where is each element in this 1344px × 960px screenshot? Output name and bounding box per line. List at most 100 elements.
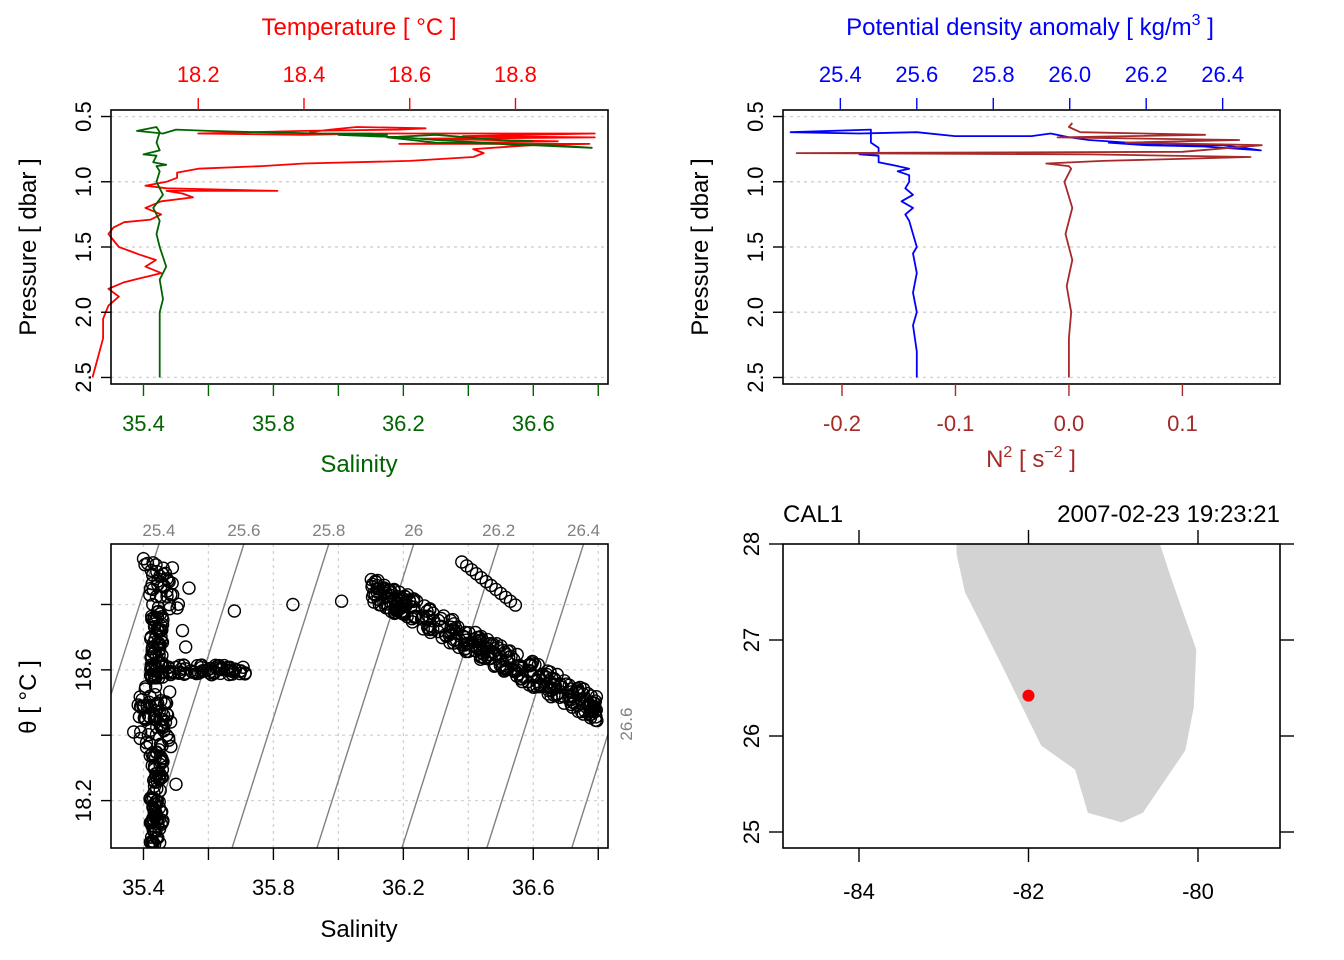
ts-point bbox=[150, 564, 164, 579]
top-axis-tick-label: 26.4 bbox=[1201, 62, 1244, 87]
ts-point bbox=[164, 739, 178, 754]
density-n2-axes: 0.5 1.0 1.5 2.0 2.5 25.4 25.6 25.8 26.0 26.2 26.4 -… bbox=[743, 62, 1244, 436]
ts-point bbox=[449, 633, 464, 647]
ts-point bbox=[522, 658, 536, 672]
ts-point bbox=[525, 654, 540, 669]
ts-point bbox=[148, 750, 163, 764]
ts-point bbox=[175, 623, 190, 638]
ts-point bbox=[156, 580, 171, 594]
pressure-tick-label: 1.5 bbox=[743, 232, 768, 263]
salinity-tick-label: 36.6 bbox=[512, 875, 555, 900]
theta-tick-label: 18.2 bbox=[71, 779, 96, 822]
ts-point bbox=[391, 590, 405, 604]
station-marker bbox=[1022, 689, 1035, 702]
ts-point bbox=[370, 579, 385, 593]
ts-point bbox=[286, 597, 300, 612]
lon-tick-label: -82 bbox=[1013, 879, 1045, 904]
ts-point bbox=[548, 678, 562, 692]
top-axis-tick-label: 25.8 bbox=[972, 62, 1015, 87]
ts-point bbox=[475, 649, 489, 664]
ts-point bbox=[151, 577, 165, 592]
bottom-axis-tick-label: 0.1 bbox=[1167, 411, 1198, 436]
ts-point bbox=[233, 664, 247, 678]
ts-point bbox=[144, 609, 159, 623]
ts-point bbox=[434, 619, 448, 633]
ts-point bbox=[145, 642, 160, 656]
ts-point bbox=[154, 805, 168, 819]
ts-point bbox=[420, 604, 434, 618]
land-polygon bbox=[956, 544, 1197, 823]
ts-point bbox=[499, 590, 513, 604]
ts-diagram-grid bbox=[111, 544, 608, 848]
ts-point bbox=[155, 617, 170, 632]
ts-point bbox=[584, 689, 598, 703]
lon-tick-label: -84 bbox=[843, 879, 875, 904]
isopycnal-label: 25.4 bbox=[142, 521, 175, 540]
top-axis-tick-label: 18.8 bbox=[494, 62, 537, 87]
bottom-axis-tick-label: 0.0 bbox=[1054, 411, 1085, 436]
density-n2-panel: 0.5 1.0 1.5 2.0 2.5 25.4 25.6 25.8 26.0 26.2 26.4 -… bbox=[687, 12, 1281, 473]
ts-point bbox=[143, 689, 157, 703]
n2-axis-title: N2 [ s−2 ] bbox=[986, 444, 1076, 473]
isopycnal-line bbox=[111, 544, 160, 697]
isopycnal-line bbox=[486, 544, 585, 848]
ts-point bbox=[512, 659, 526, 673]
ts-point bbox=[438, 628, 453, 642]
station-time: 2007-02-23 19:23:21 bbox=[1057, 501, 1280, 528]
ts-point bbox=[159, 728, 174, 742]
ts-point bbox=[154, 704, 169, 718]
ts-diagram-panel: 35.4 35.8 36.2 36.6 18.2 18.6 25.4 25.6 25.8 26 26… bbox=[15, 521, 636, 943]
pressure-tick-label: 1.0 bbox=[71, 166, 96, 197]
ts-point bbox=[133, 725, 148, 739]
ts-point bbox=[150, 696, 165, 711]
top-axis-tick-label: 18.2 bbox=[177, 62, 220, 87]
n2-axis-title-unit: [ s bbox=[1012, 446, 1044, 473]
ts-point bbox=[489, 582, 503, 597]
bottom-axis-tick-label: 35.8 bbox=[252, 411, 295, 436]
ts-point bbox=[475, 646, 489, 660]
bottom-axis-tick-label: -0.2 bbox=[823, 411, 861, 436]
ts-diagram-ylabel: θ [ °C ] bbox=[15, 660, 42, 734]
ts-point bbox=[452, 640, 466, 655]
lat-tick-label: 25 bbox=[739, 820, 764, 844]
pressure-tick-label: 2.5 bbox=[71, 362, 96, 393]
ts-point bbox=[176, 658, 191, 672]
station-map-frame bbox=[782, 543, 1281, 849]
ts-point bbox=[212, 661, 227, 675]
isopycnal-label: 26.2 bbox=[482, 521, 515, 540]
ts-point bbox=[133, 731, 147, 746]
pressure-tick-label: 2.0 bbox=[71, 297, 96, 328]
isopycnal-label: 25.6 bbox=[227, 521, 260, 540]
ts-point bbox=[374, 598, 388, 612]
ts-diagram-xlabel: Salinity bbox=[320, 916, 397, 943]
ts-point bbox=[377, 581, 391, 595]
ts-point bbox=[553, 690, 567, 704]
ts-point bbox=[544, 681, 559, 695]
theta-tick-label: 18.6 bbox=[71, 648, 96, 691]
ts-profile-axes: 0.5 1.0 1.5 2.0 2.5 18.2 18.4 18.6 18.8 35.4 35.8 3… bbox=[71, 62, 599, 436]
ts-point bbox=[162, 597, 177, 612]
ts-profile-grid bbox=[111, 115, 608, 379]
ts-point bbox=[475, 632, 489, 647]
ts-point bbox=[153, 783, 167, 798]
salinity-axis-title: Salinity bbox=[320, 451, 397, 478]
ts-point bbox=[550, 667, 564, 682]
density-axis-title: Potential density anomaly [ kg/m3 ] bbox=[846, 12, 1214, 41]
pressure-axis-title-2: Pressure [ dbar ] bbox=[687, 158, 714, 335]
ts-point bbox=[140, 556, 155, 571]
ts-point bbox=[155, 666, 169, 680]
bottom-axis-tick-label: -0.1 bbox=[937, 411, 975, 436]
ts-point bbox=[458, 642, 472, 656]
ts-point bbox=[485, 639, 499, 653]
ts-point bbox=[154, 634, 169, 648]
ts-point bbox=[136, 552, 151, 566]
ts-point bbox=[153, 754, 168, 769]
ts-point bbox=[147, 620, 162, 634]
pressure-axis-title-1: Pressure [ dbar ] bbox=[15, 158, 42, 335]
ts-point bbox=[370, 585, 384, 599]
ts-point bbox=[139, 712, 153, 727]
ts-point bbox=[182, 581, 196, 595]
ts-point bbox=[134, 700, 148, 715]
ts-point bbox=[570, 685, 584, 700]
